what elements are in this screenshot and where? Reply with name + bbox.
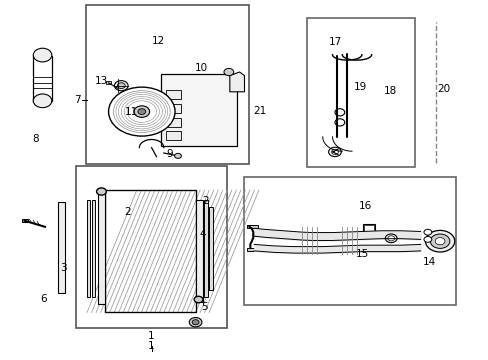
Circle shape (434, 238, 444, 245)
Text: 20: 20 (437, 84, 449, 94)
Circle shape (328, 147, 341, 157)
Bar (362, 224, 374, 232)
Text: 15: 15 (355, 249, 369, 259)
Bar (166, 131, 181, 140)
Circle shape (385, 234, 396, 243)
Circle shape (224, 68, 233, 76)
Text: 5: 5 (201, 302, 207, 312)
Circle shape (192, 320, 199, 325)
Bar (76, 166, 227, 328)
Circle shape (96, 188, 106, 195)
Text: 17: 17 (327, 37, 341, 48)
Circle shape (189, 318, 202, 327)
Text: 10: 10 (195, 63, 207, 73)
Circle shape (194, 296, 203, 303)
Text: 11: 11 (124, 107, 138, 117)
Text: 8: 8 (32, 134, 39, 144)
Circle shape (423, 229, 431, 235)
Bar (195, 200, 203, 302)
Text: 3: 3 (60, 263, 67, 273)
Circle shape (429, 234, 449, 248)
Text: 13: 13 (95, 76, 108, 86)
Text: 2: 2 (202, 196, 208, 206)
Bar (105, 190, 195, 312)
Text: 14: 14 (422, 257, 435, 267)
Circle shape (387, 236, 394, 241)
Bar (98, 193, 105, 304)
Circle shape (331, 149, 338, 154)
Text: 4: 4 (199, 229, 206, 239)
Circle shape (33, 94, 52, 108)
Bar (105, 190, 195, 312)
Text: 16: 16 (358, 201, 372, 211)
Text: 1: 1 (148, 341, 155, 351)
Circle shape (174, 153, 181, 158)
Circle shape (134, 106, 149, 117)
Bar (22, 219, 28, 222)
Bar (246, 248, 257, 251)
Circle shape (114, 81, 128, 91)
Text: 7: 7 (74, 95, 81, 105)
Text: 12: 12 (152, 36, 165, 46)
Text: 21: 21 (253, 106, 266, 116)
Bar (58, 202, 64, 293)
Circle shape (334, 109, 344, 116)
Circle shape (33, 48, 52, 62)
Text: 19: 19 (353, 82, 367, 92)
Text: 18: 18 (383, 86, 396, 96)
Polygon shape (229, 72, 244, 92)
Circle shape (334, 119, 344, 126)
Circle shape (425, 230, 454, 252)
Circle shape (138, 109, 145, 114)
Bar (166, 118, 181, 127)
Text: 2: 2 (123, 207, 130, 217)
Bar (244, 177, 455, 305)
Bar (105, 81, 110, 84)
Bar (85, 5, 249, 164)
Circle shape (117, 83, 125, 89)
Bar (306, 18, 414, 167)
Text: 9: 9 (166, 149, 173, 159)
Circle shape (108, 87, 175, 136)
Bar (204, 200, 207, 297)
Bar (87, 200, 90, 297)
Circle shape (423, 237, 431, 242)
Bar (246, 225, 257, 228)
Bar (363, 225, 373, 231)
Bar (92, 200, 95, 297)
Bar (166, 90, 181, 99)
Text: 6: 6 (41, 294, 47, 304)
Bar (166, 104, 181, 113)
Bar (209, 207, 212, 290)
Bar (161, 74, 237, 146)
Bar (33, 56, 52, 101)
Text: 1: 1 (148, 330, 155, 341)
